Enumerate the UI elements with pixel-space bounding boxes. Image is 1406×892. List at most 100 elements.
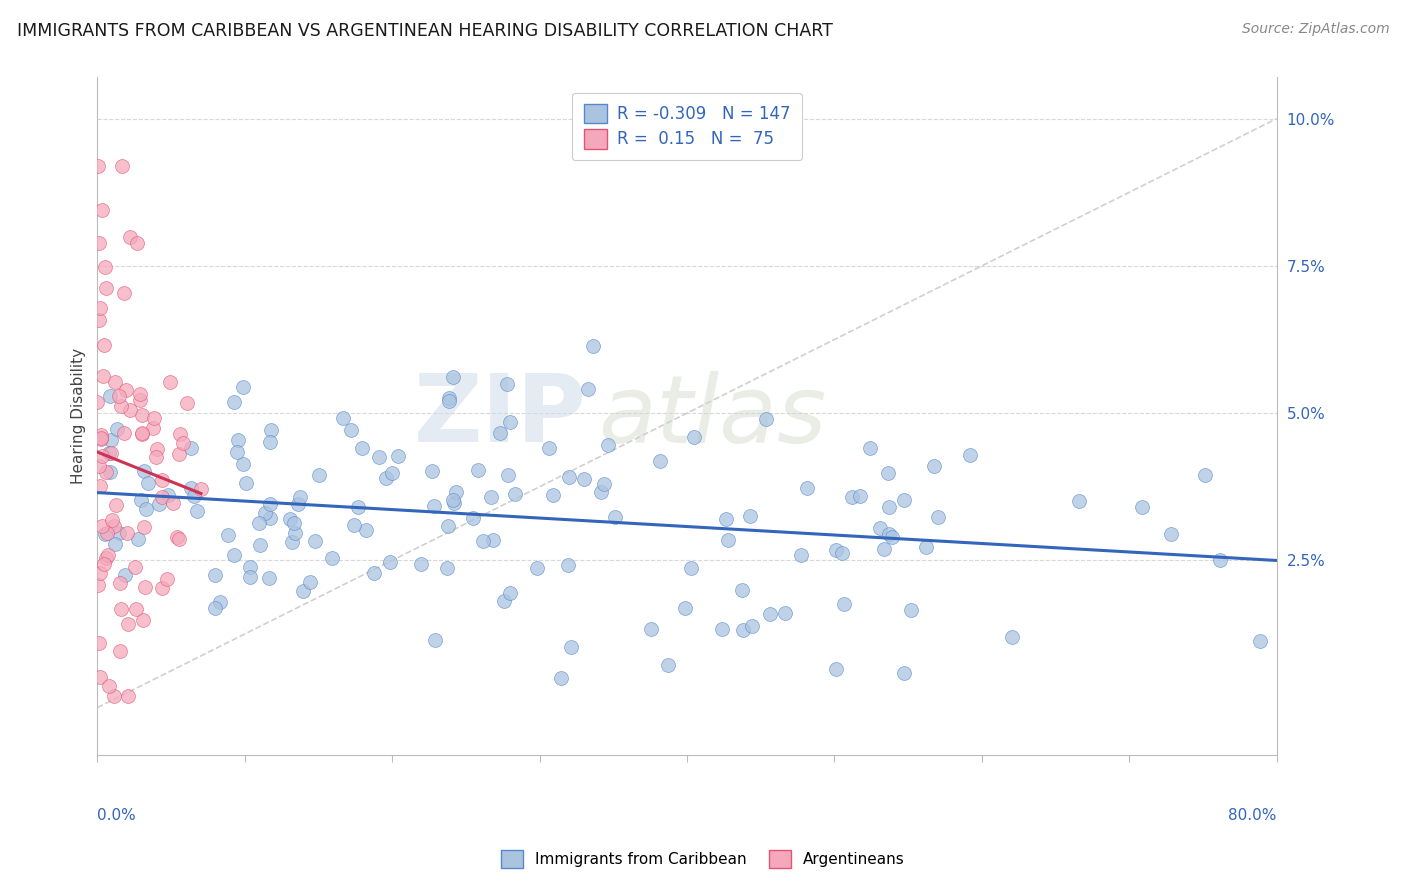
Point <box>239 560 262 574</box>
Point <box>849 489 872 503</box>
Point <box>96 551 118 566</box>
Point <box>87 313 110 327</box>
Point <box>711 622 734 636</box>
Point <box>91 449 114 463</box>
Point <box>420 464 443 478</box>
Point <box>321 550 343 565</box>
Point <box>127 235 149 250</box>
Point <box>156 488 179 502</box>
Point <box>914 541 936 555</box>
Point <box>444 484 467 499</box>
Point <box>557 558 579 572</box>
Point <box>441 492 464 507</box>
Point <box>343 517 366 532</box>
Point <box>550 671 572 685</box>
Point <box>576 382 599 396</box>
Text: 80.0%: 80.0% <box>1229 808 1277 822</box>
Text: ZIP: ZIP <box>413 370 586 462</box>
Point <box>831 546 853 560</box>
Point <box>108 525 131 540</box>
Point <box>259 434 281 449</box>
Point <box>107 389 129 403</box>
Point <box>217 528 239 542</box>
Point <box>759 607 782 621</box>
Point <box>717 533 740 548</box>
Point <box>94 281 117 295</box>
Point <box>114 383 136 397</box>
Point <box>1130 500 1153 515</box>
Point <box>437 519 460 533</box>
Point <box>235 475 257 490</box>
Point <box>471 533 494 548</box>
Point <box>148 497 170 511</box>
Point <box>159 375 181 389</box>
Point <box>239 569 262 583</box>
Point <box>162 496 184 510</box>
Point <box>131 492 153 507</box>
Point <box>253 507 276 521</box>
Point <box>204 568 226 582</box>
Point <box>503 487 526 501</box>
Point <box>120 403 142 417</box>
Point <box>682 430 704 444</box>
Point <box>90 519 112 533</box>
Point <box>479 490 502 504</box>
Point <box>859 442 882 456</box>
Point <box>131 427 153 442</box>
Point <box>640 622 662 636</box>
Point <box>657 657 679 672</box>
Point <box>278 512 301 526</box>
Point <box>100 446 122 460</box>
Point <box>437 392 460 406</box>
Y-axis label: Hearing Disability: Hearing Disability <box>72 348 86 484</box>
Point <box>877 500 900 514</box>
Point <box>150 581 173 595</box>
Point <box>108 643 131 657</box>
Point <box>755 412 778 426</box>
Point <box>824 662 846 676</box>
Point <box>740 509 762 524</box>
Point <box>87 236 110 251</box>
Point <box>97 548 120 562</box>
Point <box>98 446 121 460</box>
Point <box>443 496 465 510</box>
Point <box>180 442 202 456</box>
Point <box>105 422 128 436</box>
Point <box>150 490 173 504</box>
Point <box>284 525 307 540</box>
Point <box>900 603 922 617</box>
Point <box>169 426 191 441</box>
Point <box>145 450 167 464</box>
Point <box>574 472 596 486</box>
Point <box>89 566 111 581</box>
Point <box>110 601 132 615</box>
Point <box>89 670 111 684</box>
Point <box>226 445 249 459</box>
Point <box>190 483 212 497</box>
Point <box>259 497 281 511</box>
Point <box>1194 467 1216 482</box>
Point <box>136 476 159 491</box>
Point <box>91 203 114 218</box>
Point <box>110 575 132 590</box>
Point <box>880 530 903 544</box>
Point <box>186 504 208 518</box>
Point <box>180 481 202 495</box>
Point <box>1001 631 1024 645</box>
Point <box>145 442 167 456</box>
Point <box>112 425 135 440</box>
Point <box>441 370 464 384</box>
Point <box>87 578 110 592</box>
Point <box>129 386 152 401</box>
Point <box>589 485 612 500</box>
Point <box>118 229 141 244</box>
Point <box>869 521 891 535</box>
Point <box>167 447 190 461</box>
Point <box>596 437 619 451</box>
Point <box>1209 553 1232 567</box>
Point <box>96 525 118 540</box>
Point <box>543 488 565 502</box>
Point <box>877 527 900 541</box>
Point <box>111 159 134 173</box>
Point <box>132 613 155 627</box>
